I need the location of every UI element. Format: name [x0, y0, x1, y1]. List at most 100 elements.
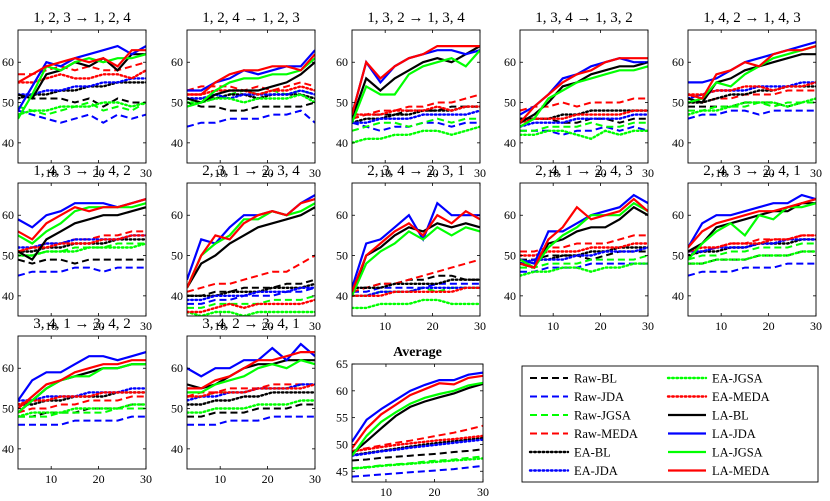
- series-group: [352, 371, 483, 478]
- series-line-ea-jgsa: [18, 403, 146, 418]
- legend-item-raw-jgsa: Raw-JGSA: [530, 409, 631, 423]
- legend-item-ea-bl: EA-BL: [528, 446, 611, 460]
- x-tick-label: 20: [595, 166, 607, 180]
- y-tick-label: 50: [171, 96, 183, 110]
- series-line-raw-jgsa: [352, 117, 480, 132]
- y-tick-label: 40: [336, 289, 348, 303]
- legend-label: Raw-BL: [574, 372, 617, 386]
- subplot-3-4-1-to-3-4-2: 3, 4, 1 → 3, 4, 2 40 50 60 10 20 30: [2, 316, 152, 486]
- series-group: [18, 351, 146, 426]
- x-tick-label: 20: [427, 319, 439, 333]
- x-tick-label: 20: [262, 472, 274, 486]
- y-tick-label: 50: [672, 249, 684, 263]
- series-line-la-jda: [688, 41, 816, 84]
- subplot-title: 1, 4, 2 → 1, 4, 3: [703, 10, 801, 26]
- legend-label: EA-JDA: [574, 464, 618, 478]
- series-group: [352, 201, 480, 310]
- y-tick-label: 50: [336, 96, 348, 110]
- y-tick-label: 65: [336, 357, 348, 371]
- y-tick-label: 40: [171, 442, 183, 456]
- series-line-ea-bl: [187, 391, 315, 406]
- series-line-raw-meda: [352, 93, 480, 120]
- series-line-raw-meda: [520, 97, 648, 112]
- series-line-la-jgsa: [352, 49, 480, 124]
- series-line-ea-jgsa: [520, 262, 648, 277]
- x-tick-label: 10: [379, 319, 391, 333]
- series-line-ea-jda: [520, 113, 648, 128]
- series-line-la-bl: [187, 61, 315, 104]
- y-tick-label: 60: [336, 208, 348, 222]
- series-line-ea-jgsa: [187, 399, 315, 414]
- x-tick-label: 30: [309, 472, 321, 486]
- series-line-la-jgsa: [688, 45, 816, 104]
- x-tick-label: 10: [715, 166, 727, 180]
- series-line-raw-bl: [187, 101, 315, 112]
- y-tick-label: 40: [336, 136, 348, 150]
- series-line-la-bl: [18, 53, 146, 100]
- axes-frame: [351, 363, 484, 483]
- series-line-la-jgsa: [520, 201, 648, 270]
- series-line-la-jgsa: [352, 225, 480, 297]
- series-group: [520, 57, 648, 141]
- axes-frame: [186, 29, 316, 164]
- series-line-ea-meda: [187, 298, 315, 314]
- y-tick-label: 60: [336, 55, 348, 69]
- series-line-ea-bl: [18, 81, 146, 100]
- series-line-ea-jgsa: [520, 129, 648, 141]
- series-line-la-jda: [688, 193, 816, 249]
- series-group: [688, 193, 816, 277]
- series-line-ea-jda: [187, 286, 315, 302]
- x-tick-label: 30: [810, 166, 822, 180]
- series-line-ea-jgsa: [187, 93, 315, 104]
- series-line-ea-bl: [352, 278, 480, 289]
- x-tick-label: 30: [140, 472, 152, 486]
- series-group: [352, 44, 480, 145]
- series-line-ea-jgsa: [187, 310, 315, 316]
- y-tick-label: 60: [2, 361, 14, 375]
- series-group: [18, 198, 146, 277]
- series-line-la-jgsa: [352, 381, 483, 457]
- y-tick-label: 40: [171, 289, 183, 303]
- series-line-la-meda: [187, 198, 315, 289]
- legend-item-ea-jda: EA-JDA: [528, 464, 618, 478]
- x-tick-label: 20: [262, 319, 274, 333]
- series-line-ea-jgsa: [352, 298, 480, 310]
- legend-box: [521, 365, 819, 483]
- subplot-1-4-3-to-1-4-2: 1, 4, 3 → 1, 4, 2 40 50 60 10 20 30: [2, 163, 152, 333]
- x-tick-label: 30: [140, 166, 152, 180]
- series-line-ea-jgsa: [688, 250, 816, 265]
- series-line-ea-jda: [352, 286, 480, 297]
- axes-frame: [519, 182, 649, 317]
- subplot-title: 1, 2, 3 → 1, 2, 4: [33, 10, 131, 26]
- legend-label: Raw-JGSA: [574, 409, 631, 423]
- legend-item-raw-jda: Raw-JDA: [530, 390, 624, 404]
- y-tick-label: 60: [504, 208, 516, 222]
- legend-item-ea-jgsa: EA-JGSA: [666, 372, 763, 386]
- legend-item-la-bl: LA-BL: [668, 409, 749, 423]
- axes-frame: [351, 182, 481, 317]
- series-line-raw-jda: [18, 266, 146, 277]
- y-tick-label: 60: [336, 384, 348, 398]
- legend-label: Raw-JDA: [574, 390, 624, 404]
- x-tick-label: 20: [427, 166, 439, 180]
- x-tick-label: 10: [715, 319, 727, 333]
- legend-label: LA-JGSA: [712, 446, 763, 460]
- series-line-ea-meda: [520, 109, 648, 124]
- subplot-title: 1, 3, 4 → 1, 3, 2: [535, 10, 633, 26]
- y-tick-label: 45: [336, 464, 348, 478]
- series-line-raw-jgsa: [352, 455, 483, 470]
- subplot-1-3-4-to-1-3-2: 1, 3, 4 → 1, 3, 2 40 50 60 10 20 30: [504, 10, 654, 180]
- series-line-la-jda: [18, 351, 146, 402]
- series-line-raw-meda: [352, 424, 483, 452]
- y-tick-label: 60: [672, 208, 684, 222]
- series-line-la-jda: [520, 193, 648, 265]
- series-line-ea-jgsa: [352, 457, 483, 470]
- x-tick-label: 20: [93, 319, 105, 333]
- series-line-la-jgsa: [520, 65, 648, 128]
- series-line-raw-jda: [688, 262, 816, 277]
- x-tick-label: 10: [379, 166, 391, 180]
- series-line-la-bl: [688, 53, 816, 104]
- series-line-ea-jgsa: [18, 242, 146, 257]
- series-group: [187, 194, 315, 316]
- x-tick-label: 30: [474, 166, 486, 180]
